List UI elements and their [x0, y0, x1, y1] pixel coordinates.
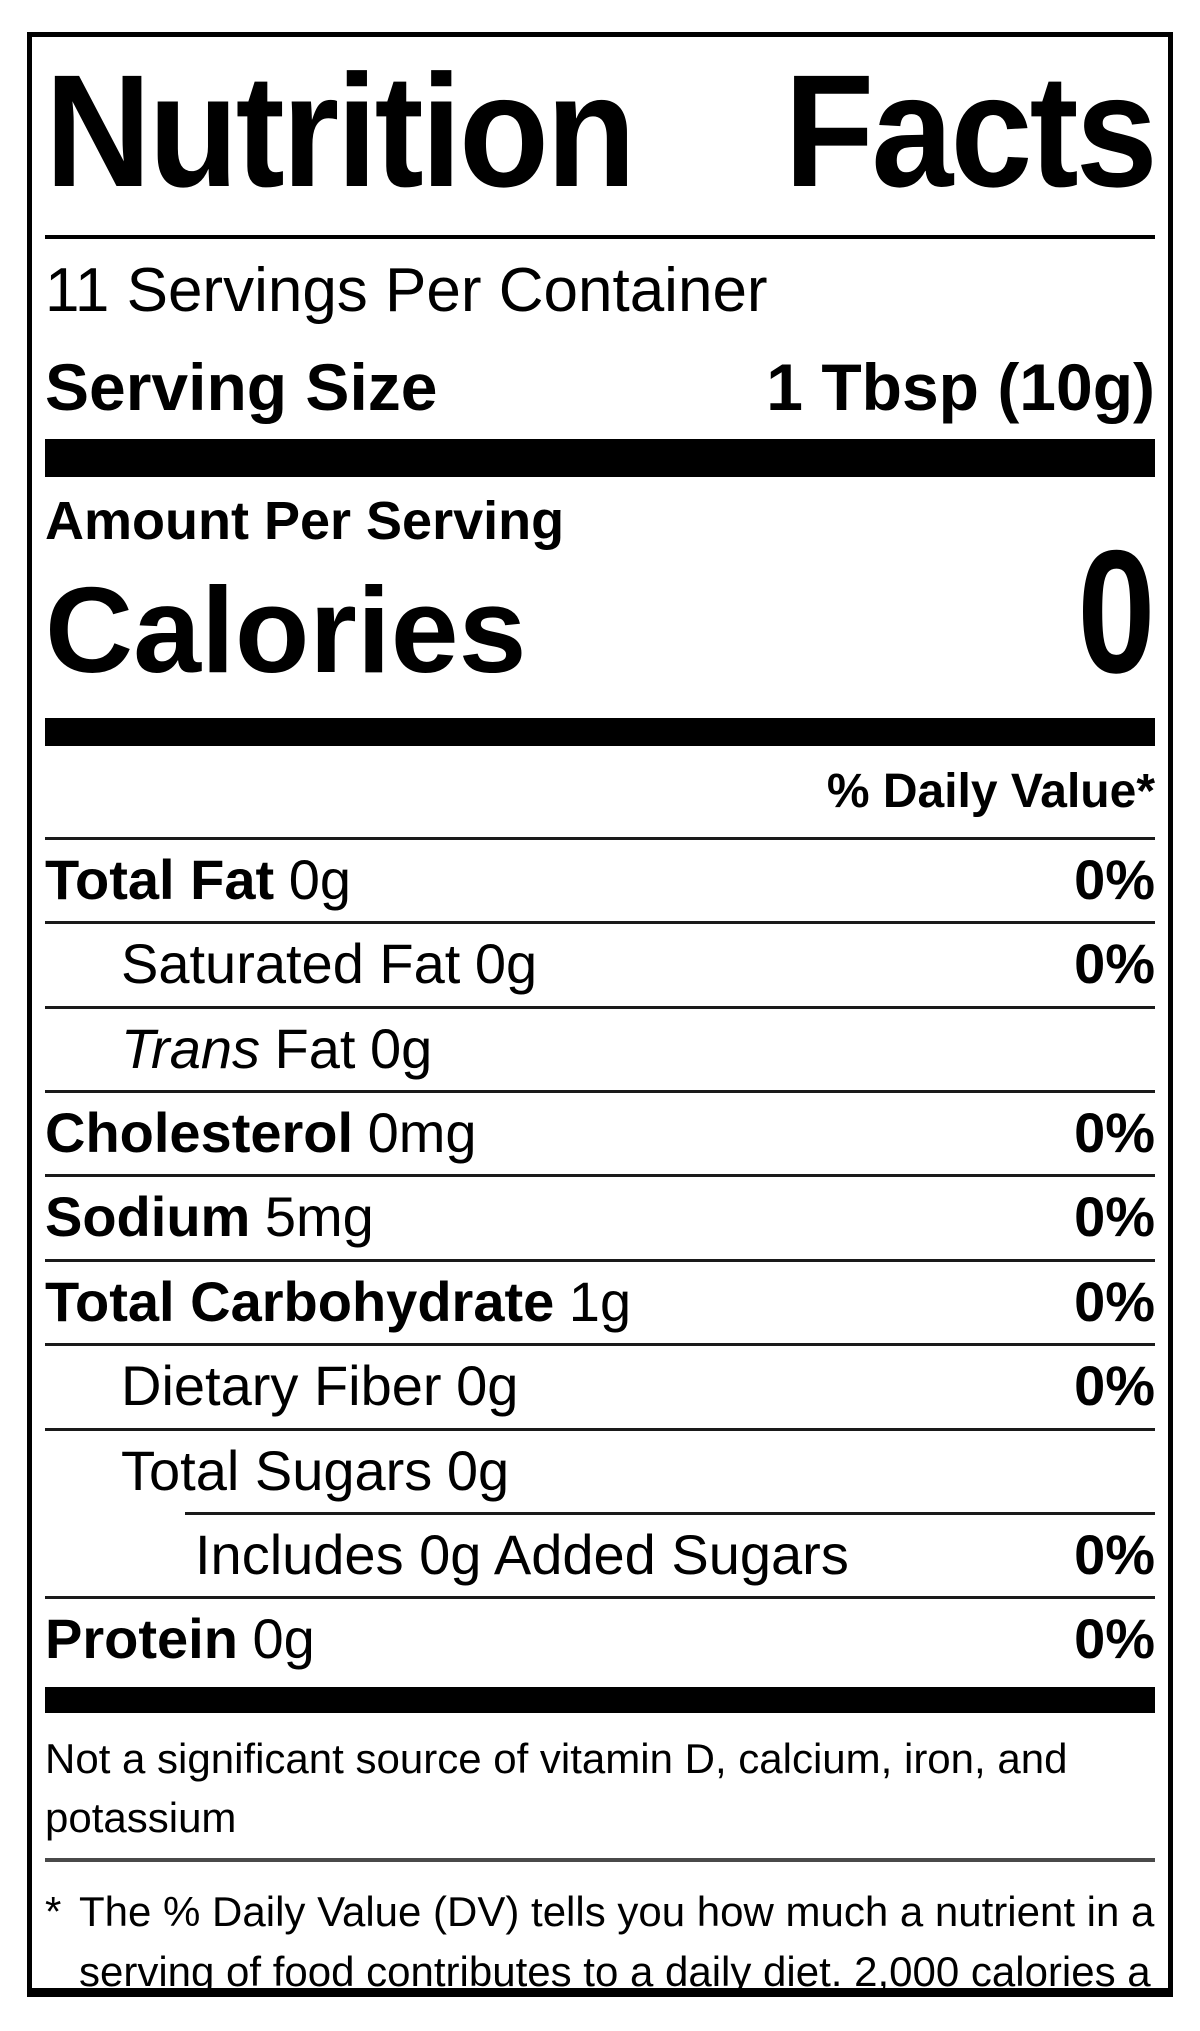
footnote-divider-rule	[45, 1858, 1155, 1863]
nutrition-facts-label: Nutrition Facts 11 Servings Per Containe…	[27, 32, 1173, 1997]
calories-row: Calories 0	[45, 514, 1155, 710]
serving-size-row: Serving Size 1 Tbsp (10g)	[45, 350, 1155, 425]
nutrient-name: Cholesterol	[45, 1101, 354, 1165]
nutrient-amount: 0g	[252, 1607, 315, 1671]
note-line: potassium	[45, 1794, 237, 1842]
nutrient-name: Trans	[121, 1016, 260, 1080]
calories-value: 0	[1077, 514, 1155, 710]
nutrient-row-total-sugars: Total Sugars 0g	[45, 1431, 1155, 1512]
nutrient-daily-value: 0%	[1074, 1269, 1155, 1333]
nutrient-amount: 5mg	[264, 1185, 374, 1249]
insignificant-source-note: Not a significant source of vitamin D, c…	[45, 1729, 1155, 1848]
nutrient-daily-value: 0%	[1074, 932, 1155, 996]
daily-value-header: % Daily Value*	[826, 765, 1155, 819]
nutrient-daily-value: 0%	[1074, 1522, 1155, 1586]
nutrient-daily-value: 0%	[1074, 847, 1155, 911]
title-divider-rule	[45, 235, 1155, 239]
separator-rule	[45, 836, 1155, 840]
nutrient-row-saturated-fat: Saturated Fat 0g 0%	[45, 924, 1155, 1005]
amount-per-serving-label: Amount Per Serving	[45, 491, 565, 552]
nutrient-row-dietary-fiber: Dietary Fiber 0g 0%	[45, 1346, 1155, 1427]
nutrient-daily-value: 0%	[1074, 1607, 1155, 1671]
nutrient-row-sodium: Sodium 5mg 0%	[45, 1177, 1155, 1258]
nutrient-amount: 0g	[456, 1354, 519, 1418]
serving-size-label: Serving Size	[45, 350, 438, 425]
nutrient-amount: 0mg	[367, 1101, 477, 1165]
nutrient-name: Total Fat	[45, 847, 275, 911]
footnote-line: serving of food contributes to a daily d…	[79, 1948, 1151, 1996]
nutrient-amount: 0g	[446, 1438, 510, 1502]
nutrient-daily-value: 0%	[1074, 1185, 1155, 1249]
calories-label: Calories	[45, 561, 527, 698]
nutrient-daily-value: 0%	[1074, 1101, 1155, 1165]
separator-rule	[45, 1258, 1155, 1262]
nutrient-name: Dietary Fiber	[121, 1354, 442, 1418]
servings-per-container: 11 Servings Per Container	[45, 256, 768, 325]
footnote-asterisk: *	[45, 1888, 62, 1936]
thick-divider-bar-middle	[45, 718, 1155, 747]
nutrient-name: Total Carbohydrate	[45, 1269, 555, 1333]
nutrient-row-total-carbohydrate: Total Carbohydrate 1g 0%	[45, 1262, 1155, 1343]
daily-value-footnote: * The % Daily Value (DV) tells you how m…	[45, 1882, 1155, 1996]
separator-rule	[45, 921, 1155, 925]
nutrient-row-total-fat: Total Fat 0g 0%	[45, 840, 1155, 921]
separator-rule	[45, 1005, 1155, 1009]
separator-rule	[45, 1090, 1155, 1094]
separator-rule	[45, 1596, 1155, 1600]
nutrient-name: Protein	[45, 1607, 238, 1671]
nutrient-name: Includes 0g Added Sugars	[195, 1522, 849, 1586]
nutrient-name-rest: Fat	[274, 1016, 356, 1080]
nutrient-row-protein: Protein 0g 0%	[45, 1599, 1155, 1680]
nutrient-daily-value: 0%	[1074, 1354, 1155, 1418]
separator-rule-indented	[185, 1511, 1155, 1515]
separator-rule	[45, 1174, 1155, 1178]
separator-rule	[45, 1343, 1155, 1347]
note-line: Not a significant source of vitamin D, c…	[45, 1734, 1068, 1782]
nutrient-name: Saturated Fat	[121, 932, 461, 996]
footnote-line: The % Daily Value (DV) tells you how muc…	[79, 1888, 1155, 1936]
nutrient-amount: 0g	[370, 1016, 433, 1080]
nutrient-name: Sodium	[45, 1185, 251, 1249]
separator-rule	[45, 1427, 1155, 1431]
nutrient-amount: 1g	[568, 1269, 632, 1333]
nutrient-amount: 0g	[288, 847, 352, 911]
title-word-facts: Facts	[784, 41, 1157, 220]
nutrient-name: Total Sugars	[121, 1438, 433, 1502]
nutrient-row-added-sugars: Includes 0g Added Sugars 0%	[45, 1515, 1155, 1596]
nutrient-row-trans-fat: Trans Fat 0g	[45, 1009, 1155, 1090]
nutrient-row-cholesterol: Cholesterol 0mg 0%	[45, 1093, 1155, 1174]
serving-size-value: 1 Tbsp (10g)	[766, 350, 1155, 425]
footnote-text: The % Daily Value (DV) tells you how muc…	[79, 1882, 1155, 1996]
thick-divider-bar-bottom	[45, 1686, 1155, 1713]
label-title: Nutrition Facts	[45, 41, 1158, 223]
thick-divider-bar-top	[45, 439, 1155, 478]
title-word-nutrition: Nutrition	[45, 41, 636, 220]
nutrient-amount: 0g	[474, 932, 538, 996]
